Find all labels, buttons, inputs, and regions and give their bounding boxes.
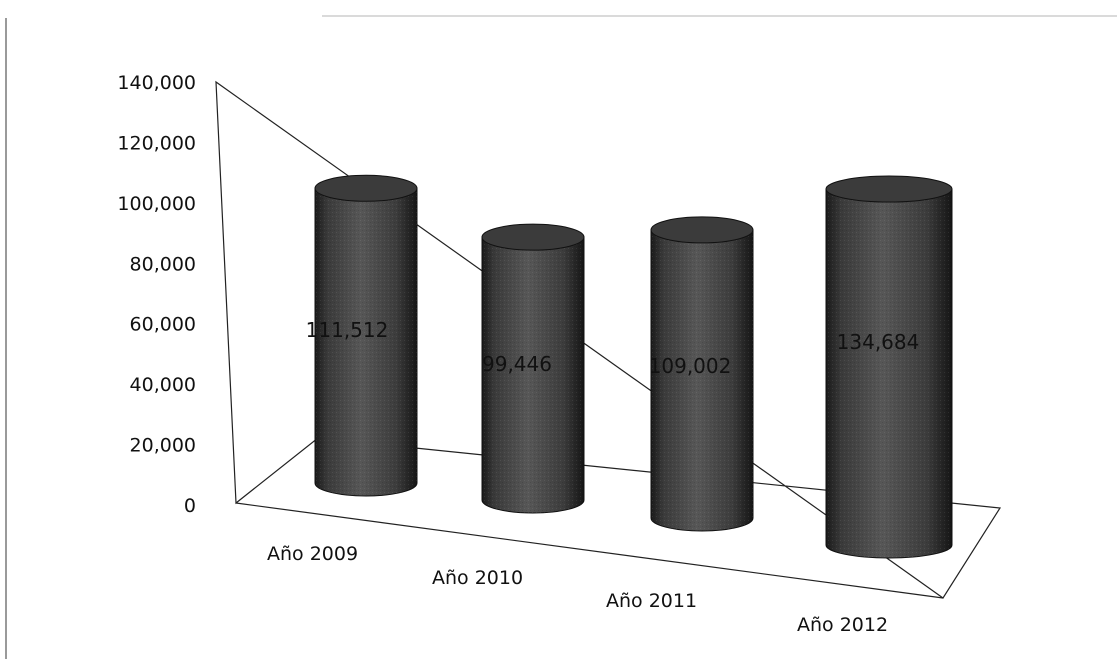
x-axis-ticks: Año 2009 Año 2010 Año 2011 Año 2012	[267, 543, 888, 636]
chart-bars: 111,512 99,446 109,002 134,684	[306, 174, 953, 559]
x-tick-label: Año 2012	[797, 614, 888, 636]
y-tick-label: 60,000	[130, 314, 196, 336]
data-label: 111,512	[306, 318, 389, 342]
y-tick-label: 40,000	[130, 374, 196, 396]
x-tick-label: Año 2011	[606, 590, 697, 612]
cylinder-top	[481, 223, 585, 251]
cylinder-texture	[315, 188, 417, 496]
x-tick-label: Año 2009	[267, 543, 358, 565]
y-tick-label: 20,000	[130, 435, 196, 457]
cylinder-top	[314, 174, 418, 202]
data-label: 109,002	[649, 354, 732, 378]
bar-año-2012: 134,684	[825, 175, 953, 559]
y-tick-label: 80,000	[130, 253, 196, 275]
data-label: 99,446	[482, 352, 552, 376]
y-tick-label: 140,000	[117, 72, 196, 94]
x-axis-line	[235, 502, 944, 599]
cylinder-texture	[482, 237, 584, 514]
data-label: 134,684	[837, 330, 920, 354]
cylinder-texture	[651, 229, 753, 531]
cylinder-top	[650, 216, 754, 244]
y-axis-ticks: 0 20,000 40,000 60,000 80,000 100,000 120,000 1…	[117, 72, 196, 517]
bar-año-2011: 109,002	[649, 216, 754, 532]
y-tick-label: 100,000	[117, 193, 196, 215]
cylinder-texture	[826, 189, 952, 558]
bar-año-2009: 111,512	[306, 174, 418, 497]
x-tick-label: Año 2010	[432, 567, 523, 589]
bar-año-2010: 99,446	[481, 223, 585, 514]
y-tick-label: 120,000	[117, 132, 196, 154]
y-tick-label: 0	[184, 495, 196, 517]
cylinder-top	[825, 175, 953, 203]
